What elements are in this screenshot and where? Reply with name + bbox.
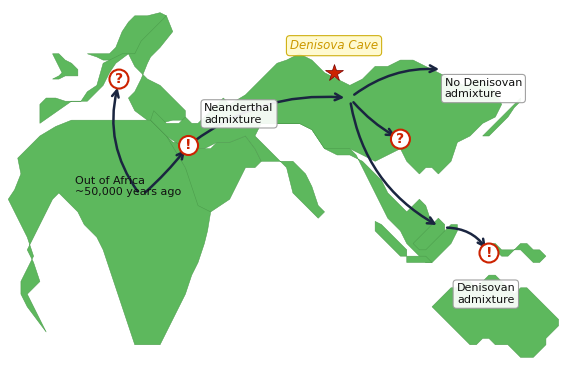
Polygon shape — [87, 13, 166, 60]
Text: Neanderthal
admixture: Neanderthal admixture — [205, 103, 274, 124]
FancyArrowPatch shape — [353, 102, 393, 135]
Polygon shape — [375, 221, 407, 256]
Text: No Denisovan
admixture: No Denisovan admixture — [445, 78, 522, 99]
Polygon shape — [413, 218, 445, 250]
Polygon shape — [230, 54, 502, 174]
Text: !: ! — [486, 246, 492, 260]
Polygon shape — [489, 244, 546, 263]
Text: Denisovan
admixture: Denisovan admixture — [457, 283, 515, 305]
Polygon shape — [407, 256, 432, 263]
FancyArrowPatch shape — [145, 152, 184, 193]
FancyArrowPatch shape — [351, 103, 434, 224]
Polygon shape — [40, 16, 185, 123]
FancyArrowPatch shape — [447, 228, 484, 246]
Text: ?: ? — [396, 132, 405, 146]
Polygon shape — [483, 98, 520, 136]
Polygon shape — [432, 275, 559, 357]
Text: !: ! — [185, 138, 192, 152]
FancyArrowPatch shape — [193, 94, 341, 142]
Polygon shape — [52, 54, 78, 79]
Text: Denisova Cave: Denisova Cave — [290, 39, 378, 52]
Polygon shape — [9, 120, 211, 345]
Polygon shape — [150, 120, 261, 212]
FancyArrowPatch shape — [354, 65, 437, 95]
Text: ?: ? — [115, 72, 123, 86]
Text: Out of Africa
~50,000 years ago: Out of Africa ~50,000 years ago — [75, 176, 181, 197]
FancyArrowPatch shape — [112, 90, 138, 192]
Polygon shape — [150, 98, 457, 263]
